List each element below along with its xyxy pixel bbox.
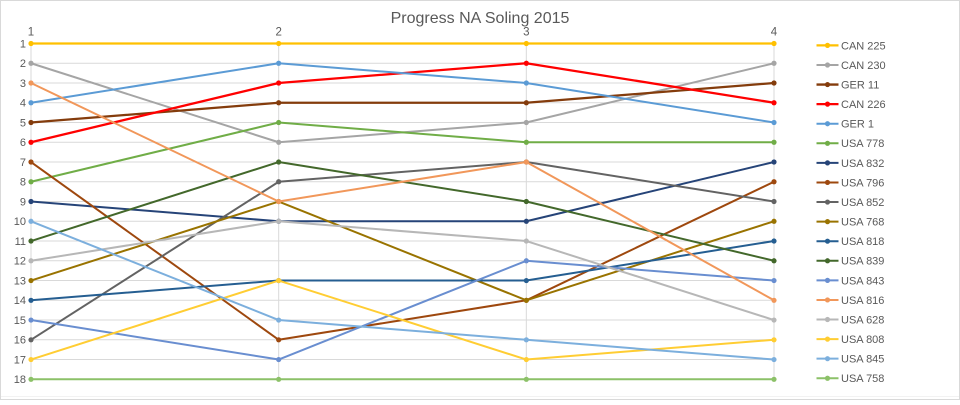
svg-text:USA 818: USA 818	[841, 236, 884, 248]
svg-text:USA 808: USA 808	[841, 334, 884, 346]
svg-text:USA 778: USA 778	[841, 138, 884, 150]
svg-text:Progress NA Soling 2015: Progress NA Soling 2015	[391, 10, 570, 27]
svg-text:6: 6	[20, 137, 26, 149]
svg-text:USA 843: USA 843	[841, 275, 884, 287]
svg-text:17: 17	[14, 354, 26, 366]
svg-text:8: 8	[20, 177, 26, 189]
svg-text:CAN 230: CAN 230	[841, 60, 886, 72]
svg-text:2: 2	[275, 27, 281, 39]
svg-text:5: 5	[20, 117, 26, 129]
svg-text:13: 13	[14, 275, 26, 287]
svg-text:7: 7	[20, 157, 26, 169]
svg-text:USA 852: USA 852	[841, 197, 884, 209]
svg-text:USA 768: USA 768	[841, 217, 884, 229]
svg-text:10: 10	[14, 216, 26, 228]
svg-text:18: 18	[14, 374, 26, 386]
svg-text:3: 3	[20, 78, 26, 90]
svg-text:3: 3	[523, 27, 529, 39]
svg-text:USA 758: USA 758	[841, 373, 884, 385]
svg-text:9: 9	[20, 196, 26, 208]
svg-text:GER 1: GER 1	[841, 119, 874, 131]
svg-text:USA 839: USA 839	[841, 256, 884, 268]
svg-text:12: 12	[14, 256, 26, 268]
svg-text:CAN 225: CAN 225	[841, 40, 886, 52]
svg-text:2: 2	[20, 58, 26, 70]
svg-text:1: 1	[28, 27, 34, 39]
svg-text:14: 14	[14, 295, 26, 307]
svg-text:USA 796: USA 796	[841, 177, 884, 189]
svg-text:15: 15	[14, 315, 26, 327]
svg-text:4: 4	[771, 27, 778, 39]
svg-text:4: 4	[20, 98, 26, 110]
svg-text:USA 816: USA 816	[841, 295, 884, 307]
svg-text:1: 1	[20, 38, 26, 50]
svg-text:16: 16	[14, 335, 26, 347]
svg-text:USA 832: USA 832	[841, 158, 884, 170]
svg-text:USA 628: USA 628	[841, 314, 884, 326]
svg-text:GER 11: GER 11	[841, 79, 879, 91]
svg-text:11: 11	[15, 236, 26, 248]
svg-text:CAN 226: CAN 226	[841, 99, 886, 111]
svg-text:USA 845: USA 845	[841, 354, 884, 366]
